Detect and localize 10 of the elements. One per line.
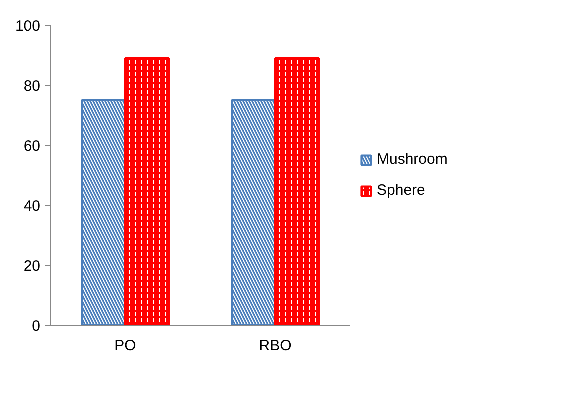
y-tick-label: 40 [24,198,41,215]
y-tick-label: 100 [15,18,41,35]
y-tick-label: 20 [24,258,41,275]
x-tick-label: PO [114,338,136,354]
legend-label: Mushroom [377,151,448,168]
x-tick-label: RBO [259,338,292,354]
y-tick-label: 60 [24,138,41,155]
y-tick-label: 80 [24,78,41,95]
y-tick-label: 0 [32,318,40,335]
legend-label: Sphere [377,182,426,199]
